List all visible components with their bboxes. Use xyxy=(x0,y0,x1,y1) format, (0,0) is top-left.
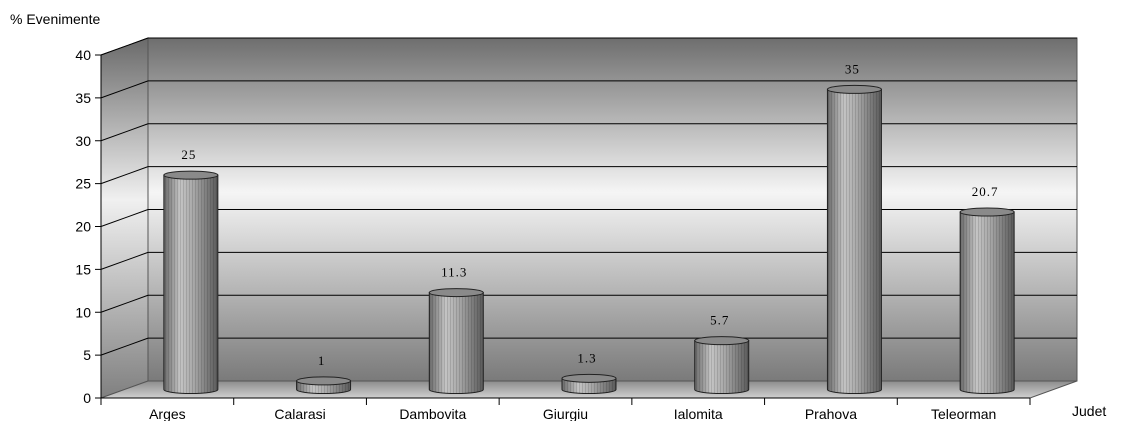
y-axis-title: % Evenimente xyxy=(10,11,100,27)
x-tick-label: Arges xyxy=(149,406,186,421)
gridline-side xyxy=(100,294,149,313)
gridline-side xyxy=(100,166,149,185)
gridline-side xyxy=(100,80,149,99)
bar xyxy=(428,288,484,394)
bar-texture xyxy=(960,211,1015,394)
bar xyxy=(163,170,219,394)
y-tick-label: 20 xyxy=(75,219,91,235)
bar-top xyxy=(826,84,882,94)
chart-walls xyxy=(100,37,1078,399)
bar-top xyxy=(428,288,484,298)
x-tick-label: Ialomita xyxy=(674,406,723,421)
bar-texture xyxy=(827,89,882,394)
x-tick-label: Prahova xyxy=(805,406,857,421)
gridline-side xyxy=(100,251,149,270)
bars xyxy=(163,84,1015,394)
data-label: 35 xyxy=(845,61,860,76)
y-tick-label: 40 xyxy=(75,47,91,63)
data-label: 20.7 xyxy=(972,184,999,199)
bar xyxy=(561,373,617,394)
bar-top xyxy=(694,336,750,346)
y-tick-label: 30 xyxy=(75,133,91,149)
bar-top xyxy=(959,207,1015,217)
gridline-side xyxy=(100,337,149,356)
x-axis: Arges Calarasi Dambovita Giurgiu Ialomita Pra… xyxy=(100,397,1031,421)
bar xyxy=(959,207,1015,394)
y-tick-label: 25 xyxy=(75,176,91,192)
y-tick-label: 35 xyxy=(75,90,91,106)
data-labels: 25 1 11.3 1.3 5.7 35 20.7 xyxy=(181,61,999,368)
bar-top xyxy=(296,376,352,386)
gridline-side xyxy=(100,123,149,142)
bar-texture xyxy=(694,340,749,394)
gridline-side xyxy=(100,37,149,56)
x-tick-label: Teleorman xyxy=(931,406,996,421)
bar-texture xyxy=(163,175,218,394)
bar xyxy=(296,376,352,394)
x-tick-label: Dambovita xyxy=(399,406,466,421)
data-label: 5.7 xyxy=(710,313,729,328)
bar xyxy=(694,336,750,394)
y-tick-label: 0 xyxy=(83,390,91,406)
x-tick-label: Calarasi xyxy=(274,406,325,421)
gridline-side xyxy=(100,209,149,227)
data-label: 1 xyxy=(318,353,326,368)
x-tick-label: Giurgiu xyxy=(543,406,588,421)
bar-texture xyxy=(429,292,484,394)
gridlines xyxy=(100,37,1077,356)
data-label: 1.3 xyxy=(577,350,596,365)
bar xyxy=(826,84,882,394)
x-axis-title: Judet xyxy=(1072,403,1106,419)
y-tick-label: 15 xyxy=(75,261,91,277)
y-axis: 0 5 10 15 20 25 30 35 40 xyxy=(75,47,102,406)
y-tick-label: 10 xyxy=(75,304,91,320)
bar-top xyxy=(163,170,219,180)
y-tick-label: 5 xyxy=(83,347,91,363)
bar-top xyxy=(561,373,617,383)
data-label: 11.3 xyxy=(441,265,467,280)
data-label: 25 xyxy=(181,147,196,162)
